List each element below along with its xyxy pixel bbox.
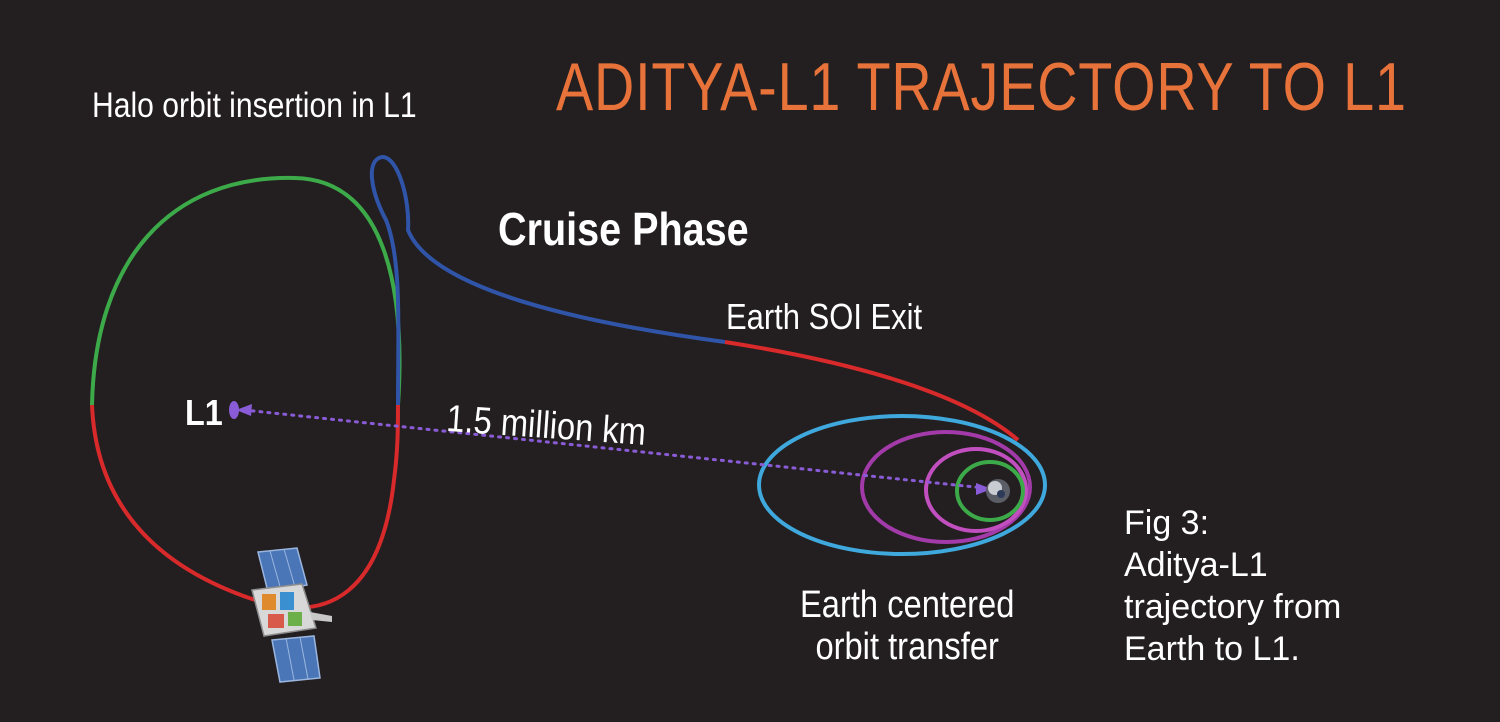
l1-label: L1 <box>185 392 223 433</box>
caption-line3: trajectory from <box>1124 588 1342 626</box>
earth-orbit-magenta <box>924 447 1028 533</box>
earth-orbit-outer <box>757 414 1047 556</box>
earth-centered-orbit-transfer-label: Earth centered orbit transfer <box>800 584 1014 668</box>
halo-insertion-label: Halo orbit insertion in L1 <box>92 86 417 125</box>
caption-line2: Aditya-L1 <box>1124 546 1268 584</box>
spacecraft-icon <box>251 547 332 683</box>
earth-orbit-inner <box>955 460 1025 522</box>
earth-centered-line1: Earth centered <box>800 584 1015 626</box>
diagram-title: ADITYA-L1 TRAJECTORY TO L1 <box>556 49 1407 125</box>
earth-orbit-purple <box>860 430 1032 544</box>
halo-orbit-lower-arc <box>90 404 400 610</box>
distance-arrowhead-l1 <box>236 404 252 416</box>
cruise-phase-label: Cruise Phase <box>498 203 749 255</box>
l1-point-marker <box>229 401 239 419</box>
figure-caption: Fig 3: Aditya-L1 trajectory from Earth t… <box>1124 502 1341 670</box>
halo-orbit-upper-arc <box>90 175 402 406</box>
caption-line1: Fig 3: <box>1124 504 1210 542</box>
cruise-phase-trajectory <box>369 155 726 406</box>
caption-line4: Earth to L1. <box>1124 630 1300 668</box>
distance-arrowhead-earth <box>976 483 992 495</box>
earth-icon <box>986 479 1010 503</box>
earth-soi-exit-label: Earth SOI Exit <box>726 296 923 337</box>
earth-soi-exit-arc <box>724 340 1020 442</box>
earth-centered-line2: orbit transfer <box>815 626 999 668</box>
